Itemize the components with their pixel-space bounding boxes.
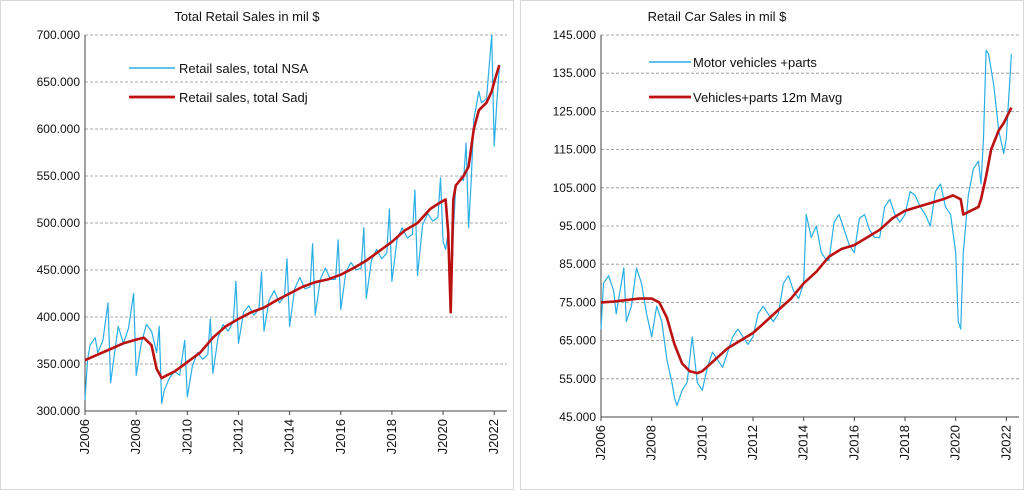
y-tick-label: 550.000	[37, 169, 81, 183]
x-tick-label: J2008	[644, 425, 659, 460]
y-tick-label: 115.000	[554, 143, 597, 157]
x-tick-label: J2022	[998, 425, 1013, 460]
y-tick-label: 135.000	[553, 66, 597, 80]
x-tick-label: J2020	[948, 425, 963, 460]
legend-label: Retail sales, total Sadj	[179, 90, 308, 105]
y-tick-label: 400.000	[37, 310, 81, 324]
y-tick-label: 300.000	[37, 404, 81, 418]
chart-title: Retail Car Sales in mil $	[648, 9, 787, 24]
x-tick-label: J2006	[77, 419, 92, 454]
x-tick-label: J2018	[897, 425, 912, 460]
x-tick-label: J2016	[846, 425, 861, 460]
y-tick-label: 75.000	[559, 295, 596, 309]
x-tick-label: J2022	[486, 419, 501, 454]
x-tick-label: J2014	[796, 425, 811, 460]
y-tick-label: 700.000	[37, 28, 81, 42]
y-tick-label: 95.000	[559, 219, 596, 233]
x-tick-label: J2020	[435, 419, 450, 454]
x-tick-label: J2006	[593, 425, 608, 460]
series-line-nsa	[600, 49, 1012, 407]
x-tick-label: J2014	[282, 419, 297, 454]
series-line-nsa	[84, 34, 500, 405]
y-tick-label: 600.000	[37, 122, 81, 136]
legend-label: Vehicles+parts 12m Mavg	[693, 90, 842, 105]
chart-title: Total Retail Sales in mil $	[174, 9, 320, 24]
y-tick-label: 65.000	[559, 334, 596, 348]
y-tick-label: 55.000	[559, 372, 596, 386]
x-tick-label: J2012	[745, 425, 760, 460]
series-line-smoothed	[600, 107, 1013, 375]
x-tick-label: J2016	[333, 419, 348, 454]
legend-label: Retail sales, total NSA	[179, 61, 309, 76]
y-tick-label: 45.000	[559, 410, 596, 424]
y-tick-label: 450.000	[37, 263, 81, 277]
y-tick-label: 350.000	[37, 357, 81, 371]
y-tick-label: 105.000	[553, 181, 597, 195]
retail-car-sales-chart: Retail Car Sales in mil $ 145.000 135.000 1…	[553, 9, 1019, 460]
x-tick-label: J2012	[230, 419, 245, 454]
x-tick-label: J2018	[384, 419, 399, 454]
y-tick-label: 85.000	[559, 257, 596, 271]
x-tick-label: J2008	[128, 419, 143, 454]
x-tick-label: J2010	[179, 419, 194, 454]
total-retail-sales-panel: Total Retail Sales in mil $ 700.000 650.00…	[0, 0, 514, 490]
legend-label: Motor vehicles +parts	[693, 55, 817, 70]
y-tick-label: 500.000	[37, 216, 81, 230]
series-line-smoothed	[84, 64, 501, 380]
y-tick-label: 650.000	[37, 75, 81, 89]
retail-car-sales-panel: Retail Car Sales in mil $ 145.000 135.000 1…	[520, 0, 1024, 490]
x-tick-label: J2010	[694, 425, 709, 460]
y-tick-label: 145.000	[553, 28, 597, 42]
total-retail-sales-chart: Total Retail Sales in mil $ 700.000 650.00…	[37, 9, 507, 454]
y-tick-label: 125.000	[553, 104, 597, 118]
